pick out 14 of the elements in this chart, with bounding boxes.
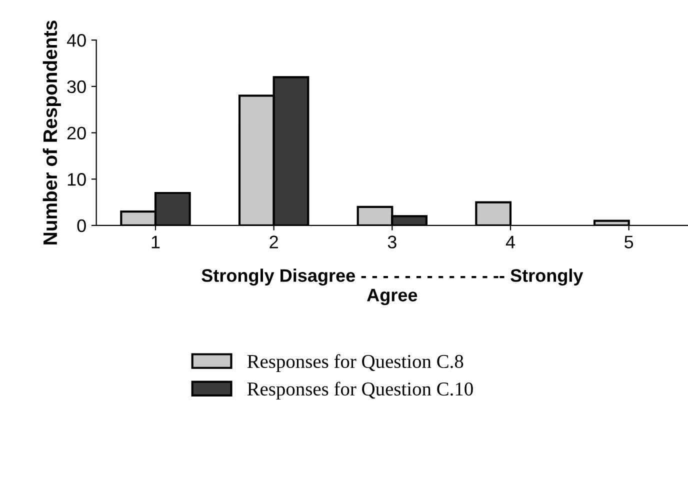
legend-label: Responses for Question C.10 xyxy=(247,382,473,400)
y-axis-title: Number of Respondents xyxy=(42,20,61,244)
y-tick-label: 20 xyxy=(67,126,86,140)
x-tick-label: 3 xyxy=(388,236,396,248)
y-tick-label: 30 xyxy=(67,80,86,94)
x-tick-label: 2 xyxy=(270,236,278,248)
legend-label: Responses for Question C.8 xyxy=(247,354,464,372)
y-tick-label: 0 xyxy=(77,219,86,232)
x-tick-label: 1 xyxy=(152,236,160,248)
x-axis-title: Strongly Disagree - - - - - - - - - - - - -- Strongly Agree xyxy=(202,268,584,306)
y-tick-label: 40 xyxy=(66,34,86,47)
y-tick-label: 10 xyxy=(68,173,86,186)
x-tick-label: 5 xyxy=(624,236,634,248)
x-tick-label: 4 xyxy=(506,236,515,248)
